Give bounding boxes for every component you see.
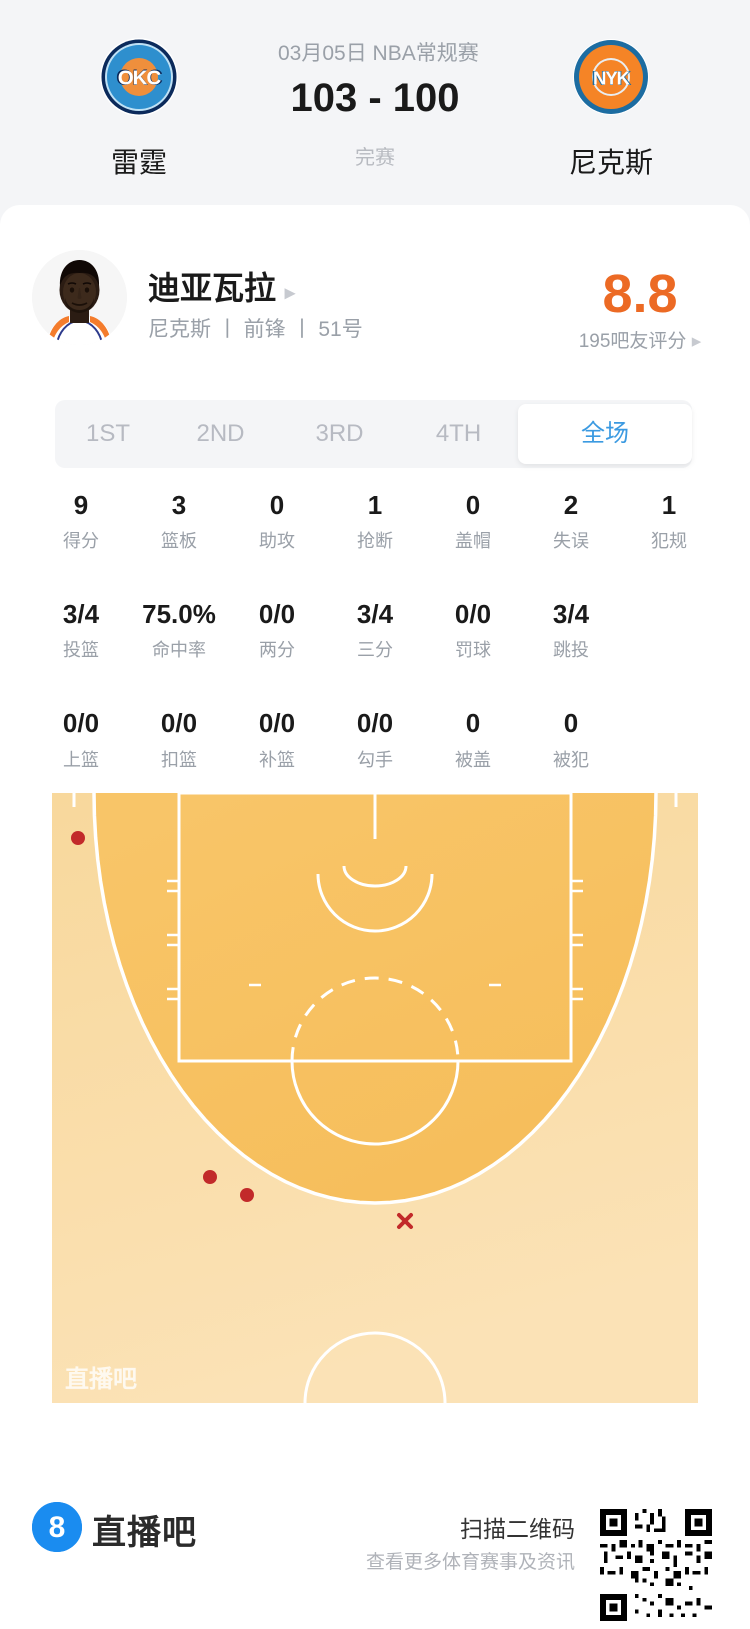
svg-text:直播吧: 直播吧 [65,1366,137,1393]
svg-text:8: 8 [49,1511,66,1544]
svg-text:OKC: OKC [118,66,162,89]
svg-text:NYK: NYK [593,67,631,88]
